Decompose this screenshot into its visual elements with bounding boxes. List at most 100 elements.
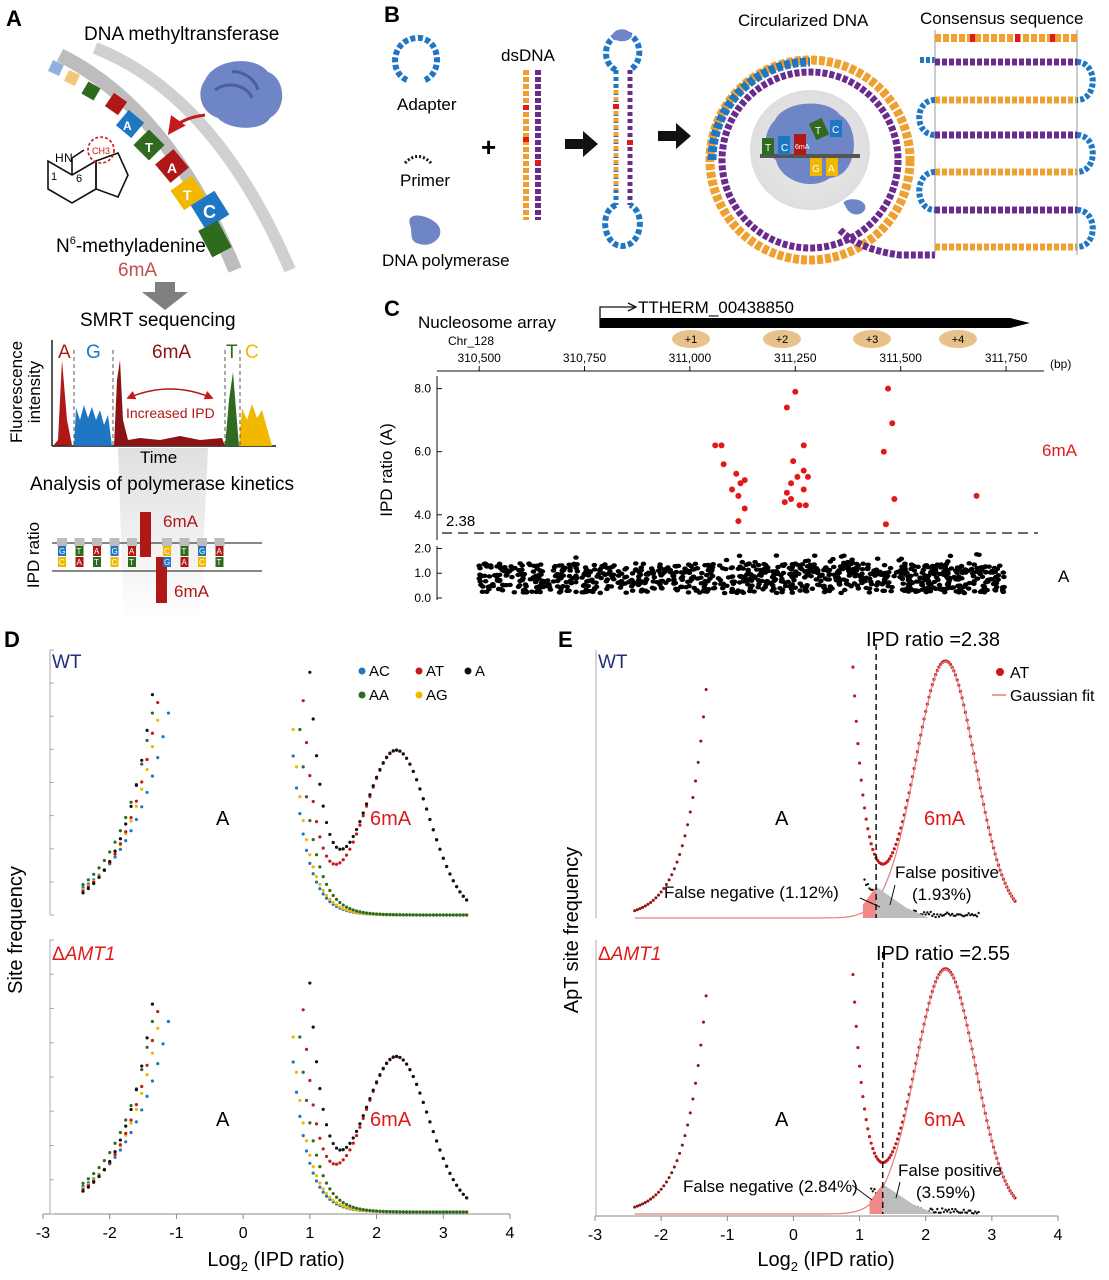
a-site-dot [974, 576, 981, 581]
freq-dot [401, 1058, 405, 1062]
freq-dot [328, 1134, 332, 1138]
increased-ipd-label: Increased IPD [126, 405, 215, 421]
a-site-dot [723, 557, 730, 563]
freq-dot [145, 738, 149, 743]
freq-dot [331, 1191, 335, 1196]
freq-dot [371, 912, 375, 916]
freq-dot [331, 1141, 335, 1146]
a-site-dot [770, 575, 777, 580]
a-site-dot [966, 561, 972, 566]
a-site-dot [946, 575, 953, 580]
a-site-dot [729, 565, 736, 570]
a-site-dot [838, 590, 844, 596]
a-site-dot [597, 568, 603, 573]
freq-dot [134, 1107, 138, 1111]
nucleosome-bead [672, 330, 710, 348]
freq-dot [318, 1136, 322, 1140]
a-site-dot [762, 584, 768, 590]
a-site-dot [866, 590, 873, 595]
freq-dot [691, 1097, 695, 1101]
freq-dot [97, 1174, 101, 1179]
freq-dot [421, 797, 425, 801]
freq-dot [896, 1137, 900, 1141]
a-site-dot [988, 569, 995, 575]
freq-dot [358, 820, 362, 824]
a-site-dot [955, 574, 962, 579]
a-site-dot [840, 577, 847, 582]
fluorescence-ylabel-2: intensity [25, 360, 44, 423]
gene-label: TTHERM_00438850 [638, 298, 794, 317]
legend-label: AA [369, 687, 389, 704]
a-site-dot [792, 585, 799, 590]
freq-dot [324, 1194, 329, 1198]
freq-dot [344, 1153, 349, 1158]
x-tick-label: 311,000 [669, 351, 712, 365]
freq-dot [465, 1196, 469, 1200]
a-site-dot [683, 584, 689, 590]
bp-unit: (bp) [1050, 357, 1071, 371]
freq-dot [145, 1063, 149, 1067]
base-letter: C [199, 558, 205, 567]
freq-dot [354, 827, 359, 832]
a-site-dot [891, 573, 897, 579]
a-site-dot [787, 571, 793, 577]
a-site-dot [773, 590, 780, 596]
freq-dot [448, 872, 452, 876]
freq-dot [140, 805, 144, 809]
freq-dot [851, 972, 855, 977]
freq-dot [394, 913, 399, 917]
peak-label-g: G [86, 342, 101, 363]
legend: AC AT AAA AG [358, 663, 485, 704]
freq-dot [301, 765, 305, 769]
freq-dot [81, 1181, 85, 1185]
freq-dot [891, 1150, 895, 1154]
freq-dot [656, 893, 660, 897]
freq-dot [129, 816, 133, 820]
a-site-dot [911, 568, 918, 573]
noise-dot [975, 915, 979, 918]
6ma-site-dot [973, 492, 980, 499]
a-site-dot [581, 582, 588, 588]
freq-dot [633, 909, 637, 913]
freq-dot [455, 1183, 459, 1187]
a-site-dot [701, 585, 708, 590]
freq-dot [361, 814, 365, 818]
freq-dot [140, 1084, 144, 1089]
freq-dot [418, 1210, 422, 1214]
noise-dot [975, 1212, 979, 1215]
a-site-dot [743, 562, 750, 568]
a-site-dot [539, 569, 546, 574]
freq-dot [314, 880, 319, 884]
a-site-dot [840, 566, 846, 572]
a-site-dot [675, 563, 682, 569]
freq-dot [897, 832, 901, 836]
freq-dot [394, 1054, 399, 1058]
freq-dot [334, 1195, 339, 1199]
freq-dot [445, 913, 449, 917]
freq-dot [156, 1061, 160, 1066]
a-site-dot [703, 572, 710, 578]
a-site-dot [973, 552, 980, 557]
freq-dot [896, 837, 900, 841]
6ma-site-dot [733, 470, 740, 477]
freq-dot [301, 1070, 305, 1074]
a-site-dot [875, 580, 881, 585]
freq-dot [124, 1131, 128, 1135]
a-site-dot [685, 562, 692, 567]
freq-dot [129, 1103, 133, 1108]
freq-dot [696, 1063, 700, 1067]
wt-false-positive-1: False positive [895, 863, 999, 882]
freq-dot [465, 1210, 469, 1214]
methyl-group-label: CH3 [92, 146, 110, 156]
freq-dot [892, 847, 896, 851]
freq-dot [118, 837, 122, 841]
a-site-dot [863, 575, 870, 580]
base-block [128, 546, 136, 556]
freq-dot [643, 904, 647, 908]
freq-dot [86, 878, 90, 882]
freq-dot [384, 1061, 389, 1065]
freq-dot [124, 822, 128, 826]
freq-dot [331, 893, 335, 898]
a-site-dot [617, 585, 624, 590]
freq-dot [358, 823, 362, 827]
